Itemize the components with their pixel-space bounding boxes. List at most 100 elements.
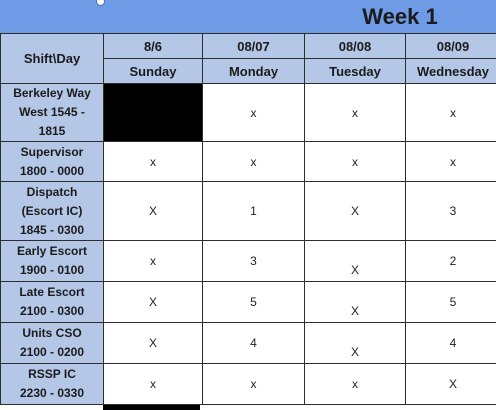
schedule-cell[interactable]: 1 bbox=[202, 181, 305, 241]
shift-label-line: RSSP IC bbox=[28, 367, 76, 381]
shift-label-line: 1900 - 0100 bbox=[19, 263, 85, 277]
cell-value: X bbox=[148, 295, 157, 309]
shift-label-cell[interactable]: Late Escort 2100 - 0300 bbox=[0, 281, 104, 323]
schedule-cell[interactable]: X bbox=[103, 181, 203, 241]
cell-value: x bbox=[250, 154, 257, 169]
cell-value: x bbox=[150, 377, 156, 391]
cell-value: X bbox=[148, 336, 157, 350]
schedule-cell[interactable]: x bbox=[103, 240, 203, 282]
shift-label-cell[interactable]: Early Escort 1900 - 0100 bbox=[0, 240, 104, 282]
schedule-cell[interactable]: x bbox=[405, 141, 496, 182]
shift-label-line: 1845 - 0300 bbox=[19, 222, 85, 237]
schedule-cell[interactable]: x bbox=[304, 83, 406, 142]
schedule-cell-blocked[interactable] bbox=[103, 83, 203, 142]
schedule-cell[interactable]: X bbox=[304, 181, 406, 241]
cell-value: x bbox=[352, 377, 358, 391]
cell-value: x bbox=[450, 105, 456, 120]
day-label: Wednesday bbox=[416, 63, 489, 79]
cell-value: X bbox=[350, 304, 359, 318]
schedule-cell[interactable]: x bbox=[202, 141, 305, 182]
shift-label-cell[interactable]: Supervisor 1800 - 0000 bbox=[0, 141, 104, 182]
corner-label: Shift\Day bbox=[23, 51, 81, 66]
date-label: 08/08 bbox=[338, 38, 372, 54]
shift-label-line: West 1545 - bbox=[19, 105, 85, 119]
cell-value: X bbox=[448, 377, 457, 391]
schedule-cell[interactable]: X bbox=[304, 281, 406, 323]
shift-label-cell[interactable]: Units CSO 2100 - 0200 bbox=[0, 322, 104, 364]
schedule-cell[interactable]: x bbox=[304, 141, 406, 182]
date-header-cell[interactable]: 8/6 bbox=[103, 33, 203, 59]
shift-label-cell[interactable]: RSSP IC 2230 - 0330 bbox=[0, 363, 104, 405]
schedule-cell[interactable]: X bbox=[304, 240, 406, 282]
cell-value: x bbox=[150, 254, 156, 268]
schedule-cell[interactable]: 3 bbox=[202, 240, 305, 282]
cell-value: 5 bbox=[449, 295, 457, 309]
schedule-cell[interactable]: 5 bbox=[405, 281, 496, 323]
schedule-cell[interactable]: 5 bbox=[202, 281, 305, 323]
schedule-cell[interactable]: 4 bbox=[405, 322, 496, 364]
cell-value: x bbox=[250, 105, 257, 120]
date-header-cell[interactable]: 08/08 bbox=[304, 33, 406, 59]
date-label: 08/07 bbox=[237, 38, 270, 54]
cell-value: 4 bbox=[250, 336, 257, 350]
date-label: 8/6 bbox=[143, 38, 163, 54]
schedule-cell[interactable]: x bbox=[103, 141, 203, 182]
schedule-cell[interactable]: X bbox=[304, 322, 406, 364]
shift-label-line: Berkeley Way bbox=[13, 86, 91, 100]
cell-value: 3 bbox=[250, 254, 257, 268]
schedule-cell[interactable]: x bbox=[304, 363, 406, 405]
schedule-cell[interactable]: X bbox=[103, 322, 203, 364]
schedule-cell[interactable]: x bbox=[405, 83, 496, 142]
cell-value: x bbox=[150, 154, 156, 169]
schedule-cell[interactable]: 4 bbox=[202, 322, 305, 364]
day-label: Tuesday bbox=[329, 63, 381, 79]
schedule-cell[interactable]: x bbox=[202, 363, 305, 405]
corner-header-cell[interactable]: Shift\Day bbox=[0, 33, 104, 84]
schedule-cell[interactable]: X bbox=[103, 281, 203, 323]
cell-value: X bbox=[350, 204, 359, 218]
shift-label-line: Units CSO bbox=[22, 326, 82, 340]
cell-value: 3 bbox=[449, 204, 457, 218]
day-header-cell[interactable]: Sunday bbox=[103, 58, 203, 84]
day-label: Sunday bbox=[129, 63, 177, 79]
shift-label-line: 2230 - 0330 bbox=[19, 386, 85, 400]
cell-value: 2 bbox=[449, 254, 457, 268]
shift-label-line: 2100 - 0300 bbox=[19, 304, 85, 318]
shift-label-line: 1800 - 0000 bbox=[19, 163, 85, 178]
date-header-cell[interactable]: 08/09 bbox=[405, 33, 496, 59]
schedule-cell[interactable]: x bbox=[103, 363, 203, 405]
shift-label-line: (Escort IC) bbox=[21, 203, 83, 218]
schedule-cell[interactable]: X bbox=[405, 363, 496, 405]
day-header-cell[interactable]: Tuesday bbox=[304, 58, 406, 84]
cell-value: 5 bbox=[250, 295, 257, 309]
week-title: Week 1 bbox=[362, 4, 438, 29]
schedule-cell[interactable]: 2 bbox=[405, 240, 496, 282]
cell-value: x bbox=[352, 154, 358, 169]
shift-label-line: Early Escort bbox=[16, 244, 88, 258]
shift-label-cell[interactable]: Dispatch (Escort IC) 1845 - 0300 bbox=[0, 181, 104, 241]
schedule-cell[interactable]: x bbox=[202, 83, 305, 142]
blocked-cell-fill-edge bbox=[103, 405, 200, 410]
cell-value: x bbox=[450, 154, 456, 169]
title-band: Week 1 bbox=[0, 0, 496, 34]
schedule-cell[interactable]: 3 bbox=[405, 181, 496, 241]
shift-label-line: Dispatch bbox=[26, 184, 78, 199]
cell-value: 1 bbox=[250, 204, 257, 218]
shift-label-line: Late Escort bbox=[19, 285, 85, 299]
day-header-cell[interactable]: Wednesday bbox=[405, 58, 496, 84]
shift-label-line: 1815 bbox=[38, 124, 66, 138]
day-label: Monday bbox=[228, 63, 279, 79]
cell-value: X bbox=[350, 263, 359, 277]
shift-label-line: 2100 - 0200 bbox=[19, 345, 85, 359]
cell-value: X bbox=[350, 345, 359, 359]
cell-value: x bbox=[250, 377, 257, 391]
shift-label-cell[interactable]: Berkeley Way West 1545 - 1815 bbox=[0, 83, 104, 142]
selection-handle-icon[interactable] bbox=[96, 0, 105, 6]
day-header-cell[interactable]: Monday bbox=[202, 58, 305, 84]
shift-label-line: Supervisor bbox=[20, 144, 84, 159]
cell-value: 4 bbox=[449, 336, 457, 350]
schedule-table: Shift\Day 8/6 08/07 08/08 08/09 Sunday M… bbox=[0, 33, 496, 405]
cell-value: x bbox=[352, 105, 358, 120]
date-header-cell[interactable]: 08/07 bbox=[202, 33, 305, 59]
